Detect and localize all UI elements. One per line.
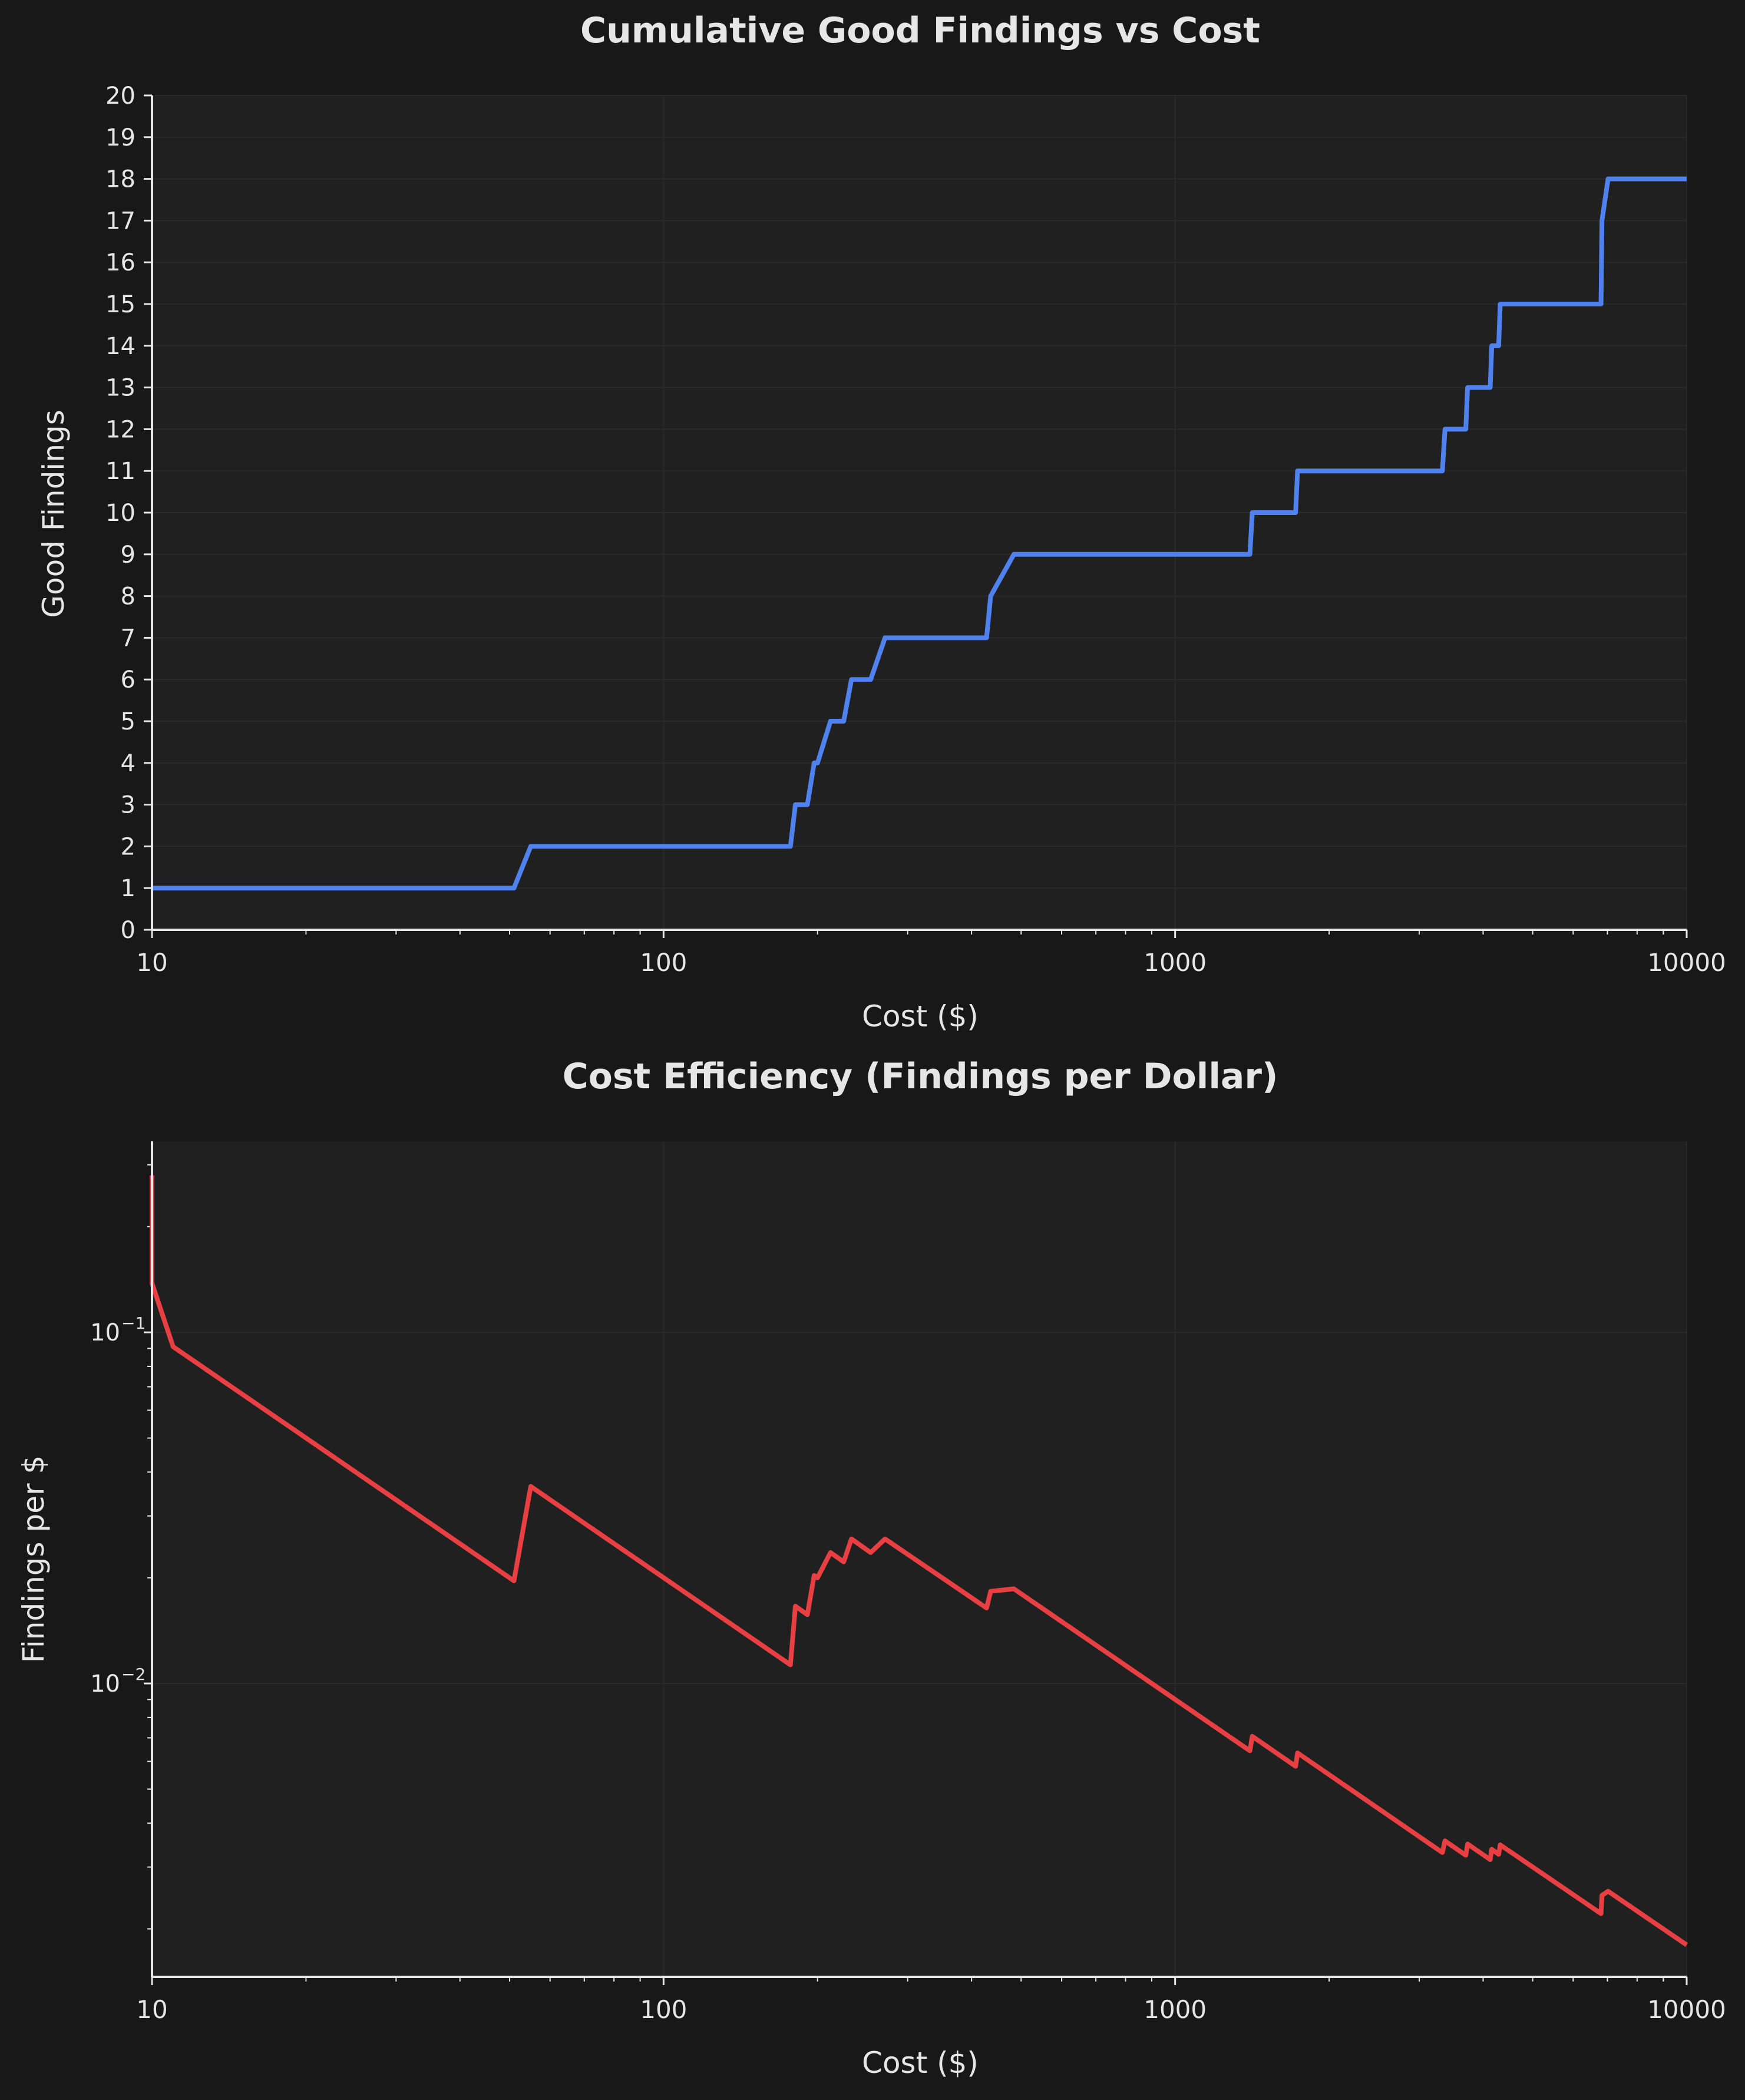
chart1-ticks: 10 100 1000 1000001234567891011121314151617…: [105, 82, 1726, 977]
x-tick-label: 100: [640, 1995, 687, 2024]
chart1-ylabel: Good Findings: [37, 410, 71, 618]
y-tick-label: 14: [105, 333, 135, 360]
chart2-title: Cost Efficiency (Findings per Dollar): [563, 1056, 1278, 1097]
y-tick-label: 10: [90, 1319, 120, 1346]
y-tick-label: 17: [105, 207, 135, 235]
chart2-plot-area: [152, 1141, 1687, 1977]
y-tick-label: 10: [90, 1670, 120, 1698]
chart-cumulative-findings: Cumulative Good Findings vs Cost 10 100 10…: [37, 10, 1726, 1034]
chart1-series-line: [152, 176, 1687, 891]
y-tick-label: 7: [121, 625, 135, 652]
y-tick-label: 13: [105, 375, 135, 402]
x-tick-label: 10000: [1647, 948, 1726, 977]
chart1-grid: [151, 95, 1687, 930]
y-tick-base: 10: [90, 1670, 120, 1698]
y-tick-label: 9: [121, 541, 135, 569]
y-tick-label: 6: [121, 666, 135, 694]
chart1-xlabel: Cost ($): [862, 999, 979, 1034]
chart2-ylabel: Findings per $: [16, 1455, 51, 1663]
x-tick-label: 1000: [1143, 948, 1207, 977]
y-tick-exponent: −2: [121, 1665, 146, 1684]
x-tick-label: 10: [136, 1995, 167, 2024]
x-tick-label: 10: [136, 948, 167, 977]
y-tick-label: 15: [105, 291, 135, 318]
x-tick-label: 10000: [1647, 1995, 1726, 2024]
y-tick-label: 5: [121, 708, 135, 735]
chart2-series-line: [150, 1175, 1688, 1947]
y-tick-label: 16: [105, 249, 135, 276]
chart1-title: Cumulative Good Findings vs Cost: [580, 10, 1260, 51]
y-tick-label: 19: [105, 124, 135, 151]
y-tick-label: 11: [105, 458, 135, 485]
x-tick-label: 1000: [1143, 1995, 1207, 2024]
y-tick-label: 10: [105, 500, 135, 527]
chart-cost-efficiency: Cost Efficiency (Findings per Dollar) 10…: [16, 1056, 1726, 2080]
y-tick-label: 12: [105, 416, 135, 443]
y-tick-label: 2: [121, 833, 135, 860]
y-tick-label: 1: [121, 875, 135, 902]
x-tick-label: 100: [640, 948, 687, 977]
chart2-xlabel: Cost ($): [862, 2046, 979, 2080]
y-tick-label: 18: [105, 166, 135, 193]
y-tick-label: 8: [121, 583, 135, 610]
y-tick-base: 10: [90, 1319, 120, 1346]
y-tick-label: 20: [105, 82, 135, 110]
y-tick-label: 4: [121, 750, 135, 777]
y-tick-label: 0: [121, 917, 135, 944]
y-tick-label: 3: [121, 792, 135, 819]
y-tick-exponent: −1: [121, 1313, 146, 1333]
